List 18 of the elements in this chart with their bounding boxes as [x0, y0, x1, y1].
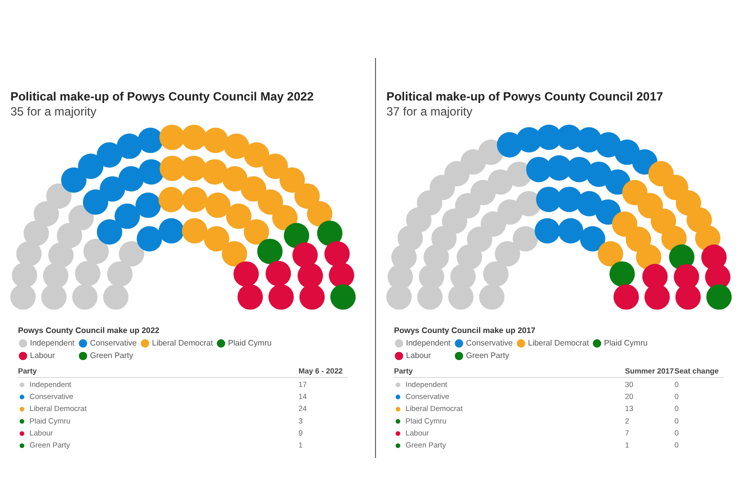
category-label: Liberal Democrat [528, 338, 590, 348]
category-label: Independent [406, 338, 452, 348]
category-label: Plaid Cymru [604, 338, 648, 348]
category-label: Green Party [466, 351, 510, 360]
category-label: Independent [30, 338, 76, 348]
category-label: Green Party [90, 351, 134, 360]
category-label: Plaid Cymru [228, 338, 272, 348]
legend-title: Powys County Council make up 2017 [394, 326, 536, 335]
category-label: Liberal Democrat [152, 338, 214, 348]
legend-title: Powys County Council make up 2022 [18, 326, 160, 335]
text: Political make-up of Powys County Council 2017 [386, 90, 664, 104]
category-label: Labour [406, 351, 432, 360]
category-label: Conservative [466, 338, 514, 348]
text: 37 for a majority [386, 104, 472, 119]
text: Political make-up of Powys County Council May 2022 [10, 90, 314, 104]
text: 35 for a majority [10, 104, 96, 119]
category-label: Labour [30, 351, 56, 360]
category-label: Conservative [90, 338, 138, 348]
